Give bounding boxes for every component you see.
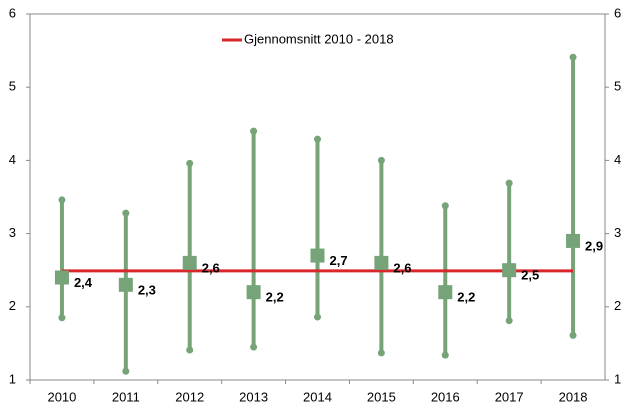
x-tick-label: 2012 xyxy=(175,389,204,404)
value-label: 2,6 xyxy=(202,260,220,275)
x-tick-label: 2017 xyxy=(495,389,524,404)
mean-marker xyxy=(566,233,581,248)
min-dot xyxy=(122,367,130,375)
y2-tick-label: 5 xyxy=(614,79,621,94)
value-label: 2,9 xyxy=(585,238,603,253)
max-dot xyxy=(58,196,66,204)
value-label: 2,2 xyxy=(457,290,475,305)
max-dot xyxy=(250,127,258,135)
y-tick-label: 4 xyxy=(9,152,16,167)
y2-tick-label: 4 xyxy=(614,152,621,167)
max-dot xyxy=(505,179,513,187)
x-tick-label: 2010 xyxy=(47,389,76,404)
x-tick-label: 2013 xyxy=(239,389,268,404)
mean-marker xyxy=(246,285,261,300)
mean-marker xyxy=(118,277,133,292)
max-dot xyxy=(377,156,385,164)
mean-marker xyxy=(310,248,325,263)
y2-tick-label: 6 xyxy=(614,5,621,20)
y2-tick-label: 3 xyxy=(614,225,621,240)
max-dot xyxy=(314,135,321,143)
legend-label: Gjennomsnitt 2010 - 2018 xyxy=(244,31,394,46)
mean-marker xyxy=(182,255,197,270)
x-tick-label: 2014 xyxy=(303,389,332,404)
mean-marker xyxy=(54,270,69,285)
x-tick-label: 2015 xyxy=(367,389,396,404)
min-dot xyxy=(314,313,321,321)
min-dot xyxy=(250,343,258,351)
x-tick-label: 2018 xyxy=(559,389,588,404)
value-label: 2,6 xyxy=(393,260,411,275)
max-dot xyxy=(186,159,194,167)
y2-tick-label: 1 xyxy=(614,371,621,386)
y2-tick-label: 2 xyxy=(614,298,621,313)
max-dot xyxy=(441,202,449,210)
x-tick-label: 2016 xyxy=(431,389,460,404)
x-tick-label: 2011 xyxy=(112,389,140,404)
value-label: 2,3 xyxy=(138,282,156,297)
min-dot xyxy=(186,346,194,354)
min-dot xyxy=(58,314,66,322)
plot-frame xyxy=(29,13,606,381)
y-tick-label: 1 xyxy=(9,371,16,386)
max-dot xyxy=(569,53,577,61)
mean-marker xyxy=(374,255,389,270)
mean-marker xyxy=(502,263,517,278)
min-dot xyxy=(377,349,385,357)
min-dot xyxy=(569,331,577,339)
value-label: 2,2 xyxy=(266,290,284,305)
value-label: 2,7 xyxy=(330,253,348,268)
value-label: 2,5 xyxy=(521,268,539,283)
min-dot xyxy=(505,317,513,325)
value-label: 2,4 xyxy=(74,275,93,290)
min-dot xyxy=(441,351,449,359)
y-tick-label: 5 xyxy=(9,79,16,94)
y-tick-label: 2 xyxy=(9,298,16,313)
y-tick-label: 6 xyxy=(9,5,16,20)
y-tick-label: 3 xyxy=(9,225,16,240)
max-dot xyxy=(122,209,130,217)
mean-marker xyxy=(438,285,453,300)
